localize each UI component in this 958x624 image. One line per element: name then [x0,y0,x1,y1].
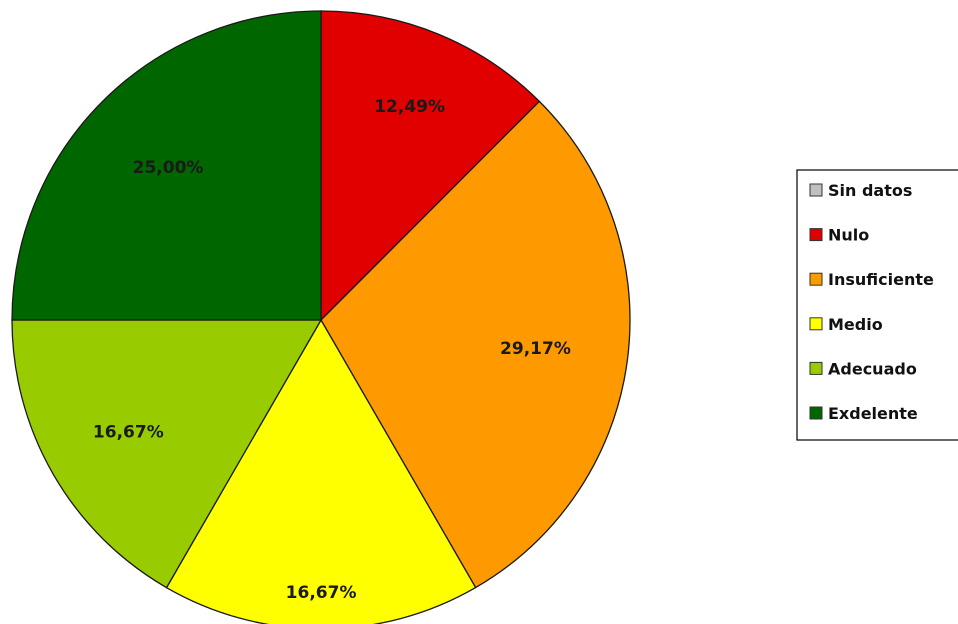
legend-label-medio: Medio [828,315,883,334]
slice-label-insuficiente: 29,17% [500,339,571,359]
pie-slice-nulo [320,10,541,322]
slice-label-adecuado: 16,67% [93,422,164,442]
legend-box [796,169,958,441]
legend-swatch-insuficiente [809,272,823,286]
legend-label-nulo: Nulo [828,226,869,245]
legend-swatch-medio [809,317,823,331]
pie-slice-insuficiente [320,100,631,589]
pie-slice-adecuado [11,319,323,589]
legend-swatch-nulo [809,228,823,242]
pie-slice-medio [165,318,477,624]
legend: Sin datos Nulo Insuficiente Medio Adecuado Ex… [796,169,958,441]
slice-labels: 12,49% 29,17% 16,67% 16,67% 25,00% [93,97,571,603]
slice-label-medio: 16,67% [286,583,357,603]
slice-label-exdelente: 25,00% [133,158,204,178]
legend-label-adecuado: Adecuado [828,359,917,378]
pie-slice-exdelente [11,10,322,321]
legend-label-exdelente: Exdelente [828,404,918,423]
legend-label-sin-datos: Sin datos [828,181,912,200]
slice-label-nulo: 12,49% [374,97,445,117]
pie-slices [11,10,631,624]
legend-label-insuficiente: Insuficiente [828,270,934,289]
legend-swatch-sin-datos [809,183,823,197]
legend-swatch-exdelente [809,406,823,420]
legend-swatch-adecuado [809,361,823,375]
